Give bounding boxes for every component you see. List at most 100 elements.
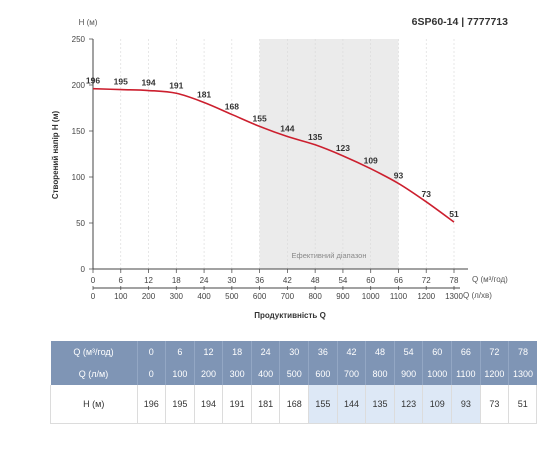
table-row-head: Н (м) 196 195 194 191 181 168 155 144 135 123 109 93… (50, 385, 538, 424)
table-cell: 48 (365, 341, 395, 363)
data-label: 196 (86, 76, 100, 86)
x-tick-label: 48 (311, 276, 320, 285)
x-tick-label: 54 (338, 276, 347, 285)
x-tick-label: 30 (227, 276, 236, 285)
table-cell: 300 (222, 363, 252, 385)
table-cell: 1100 (451, 363, 481, 385)
table-row-label: Q (л/м) (50, 363, 138, 385)
x2-tick-label: 1300 (445, 292, 463, 301)
y-tick-label: 150 (72, 127, 86, 136)
x-axis-title: Продуктивність Q (254, 311, 326, 320)
x2-tick-label: 200 (142, 292, 156, 301)
x-unit-secondary: Q (л/хв) (463, 291, 492, 300)
data-label: 155 (253, 113, 267, 123)
x2-tick-label: 100 (114, 292, 128, 301)
efficient-range-band (259, 39, 399, 269)
x2-tick-label: 400 (197, 292, 211, 301)
x2-tick-label: 800 (308, 292, 322, 301)
y-tick-label: 100 (72, 173, 86, 182)
table-cell: 181 (251, 385, 281, 424)
x-tick-label: 24 (200, 276, 209, 285)
table-cell: 900 (394, 363, 424, 385)
data-label: 181 (197, 89, 211, 99)
x-tick-label: 6 (119, 276, 124, 285)
table-cell: 1200 (480, 363, 510, 385)
data-label: 194 (141, 78, 155, 88)
table-cell: 72 (480, 341, 510, 363)
efficient-range-label: Ефективний діапазон (292, 251, 367, 260)
table-cell: 30 (279, 341, 310, 363)
x-tick-label: 0 (91, 276, 96, 285)
pump-curve-chart: 6SP60-14 | 7777713 Н (м) Створений напір… (51, 16, 509, 320)
table-cell: 200 (194, 363, 224, 385)
table-cell: 195 (165, 385, 195, 424)
y-tick-label: 250 (72, 35, 86, 44)
table-cell: 24 (251, 341, 281, 363)
x2-tick-label: 600 (253, 292, 267, 301)
data-label: 168 (225, 101, 239, 111)
x2-tick-label: 700 (281, 292, 295, 301)
table-cell: 800 (365, 363, 395, 385)
x2-tick-label: 500 (225, 292, 239, 301)
x-tick-label: 60 (366, 276, 375, 285)
table-cell: 191 (222, 385, 252, 424)
x-tick-label: 72 (422, 276, 431, 285)
table-row-label: Н (м) (50, 385, 138, 424)
table-cell: 500 (279, 363, 310, 385)
table-cell: 51 (508, 385, 538, 424)
data-label: 51 (449, 209, 459, 219)
x-tick-label: 42 (283, 276, 292, 285)
y-tick-label: 200 (72, 81, 86, 90)
table-cell: 135 (365, 385, 395, 424)
x-tick-label: 36 (255, 276, 264, 285)
table-cell: 54 (394, 341, 424, 363)
table-row-q-m3h: Q (м³/год) 0 6 12 18 24 30 36 42 48 54 60 66 72 78 (50, 341, 537, 363)
table-row-q-lmin: Q (л/м) 0 100 200 300 400 500 600 700 800 900 1000 1… (50, 363, 537, 385)
table-cell: 18 (222, 341, 252, 363)
chart-title: 6SP60-14 | 7777713 (412, 16, 509, 28)
table-cell: 168 (279, 385, 310, 424)
x2-tick-label: 0 (91, 292, 96, 301)
data-label: 109 (364, 156, 378, 166)
head-curve-line (92, 87, 455, 223)
table-cell: 600 (308, 363, 338, 385)
table-cell: 123 (394, 385, 424, 424)
y-tick-label: 0 (81, 265, 86, 274)
x2-tick-label: 300 (170, 292, 184, 301)
y-axis-title: Створений напір Н (м) (51, 111, 60, 200)
x-tick-label: 66 (394, 276, 403, 285)
performance-table: Q (м³/год) 0 6 12 18 24 30 36 42 48 54 60 66 72 78 Q (л… (50, 341, 538, 424)
table-cell: 36 (308, 341, 338, 363)
table-cell: 93 (451, 385, 481, 424)
table-cell: 109 (422, 385, 453, 424)
table-cell: 0 (137, 341, 167, 363)
x2-tick-label: 1200 (417, 292, 435, 301)
table-cell: 155 (308, 385, 338, 424)
data-label: 135 (308, 132, 322, 142)
table-cell: 400 (251, 363, 281, 385)
data-label: 73 (421, 189, 431, 199)
x2-tick-label: 1000 (362, 292, 380, 301)
x-tick-label: 78 (450, 276, 459, 285)
table-cell: 73 (480, 385, 510, 424)
data-label: 93 (394, 170, 404, 180)
x2-tick-label: 1100 (390, 292, 408, 301)
table-cell: 194 (194, 385, 224, 424)
table-cell: 0 (137, 363, 167, 385)
x-unit-primary: Q (м³/год) (472, 275, 508, 284)
table-cell: 42 (337, 341, 367, 363)
data-label: 144 (280, 124, 294, 134)
data-label: 191 (169, 80, 183, 90)
table-cell: 60 (422, 341, 453, 363)
x-tick-label: 12 (144, 276, 153, 285)
x-tick-label: 18 (172, 276, 181, 285)
table-cell: 144 (337, 385, 367, 424)
table-cell: 66 (451, 341, 481, 363)
table-cell: 196 (137, 385, 167, 424)
x2-tick-label: 900 (336, 292, 350, 301)
y-unit-label: Н (м) (79, 18, 98, 27)
table-cell: 6 (165, 341, 195, 363)
data-label: 123 (336, 143, 350, 153)
table-cell: 1300 (508, 363, 537, 385)
table-row-label: Q (м³/год) (50, 341, 138, 363)
